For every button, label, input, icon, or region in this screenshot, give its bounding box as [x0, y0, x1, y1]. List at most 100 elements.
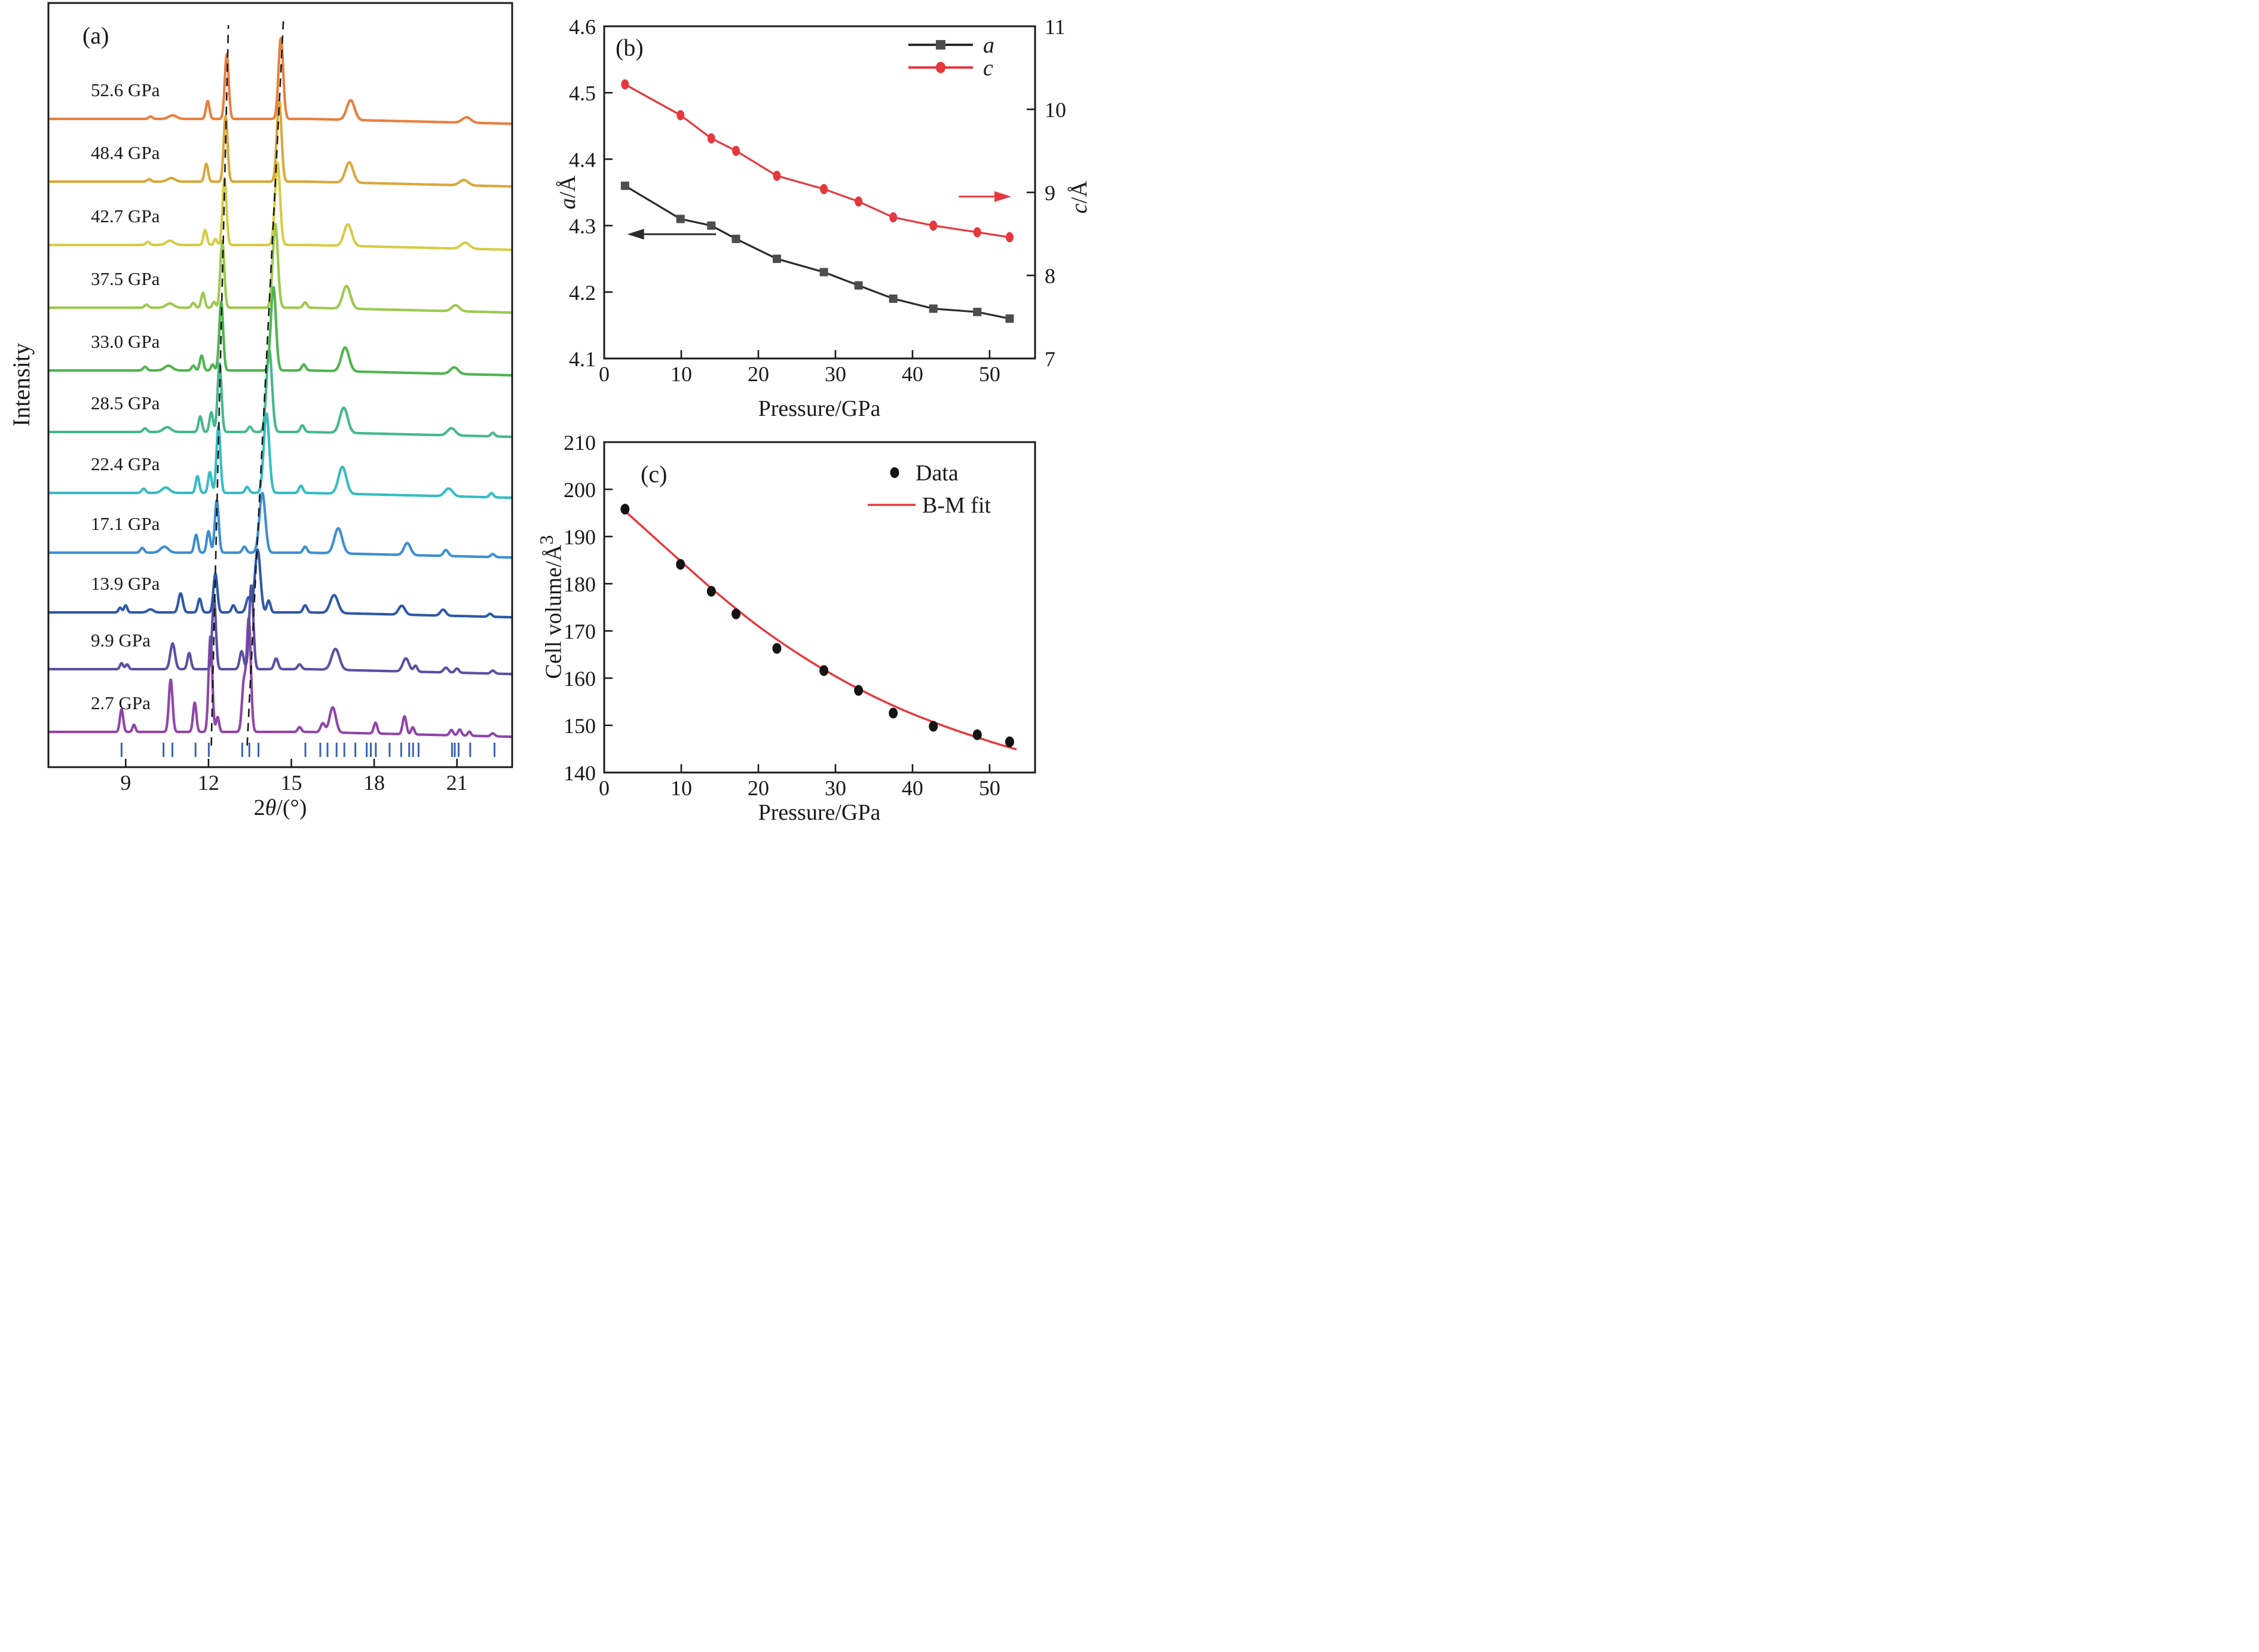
data-point	[731, 608, 741, 620]
xrd-curve	[47, 584, 513, 676]
two-theta-pre: 2	[253, 795, 265, 820]
x-tick-label: 15	[280, 771, 302, 795]
data-marker-square	[973, 308, 982, 317]
data-marker-square	[731, 234, 740, 243]
xrd-curve	[47, 492, 513, 559]
data-point	[620, 504, 630, 515]
y-tick-label-right: 9	[1045, 181, 1055, 205]
c-lattice-symbol: c	[1067, 203, 1092, 214]
legend-marker-circle	[936, 62, 945, 73]
fit-line	[624, 510, 1017, 750]
panel-b-xlabel: Pressure/GPa	[758, 396, 881, 421]
intensity-label: Intensity	[8, 343, 35, 427]
data-marker-square	[620, 181, 629, 190]
data-point	[706, 586, 716, 597]
pressure-label: 33.0 GPa	[91, 331, 160, 352]
pressure-label: 17.1 GPa	[91, 513, 160, 534]
data-point	[854, 685, 864, 696]
panel-c-xlabel: Pressure/GPa	[758, 800, 881, 825]
panel-b-ylabel-right: c/Å	[1067, 149, 1094, 245]
data-marker-circle	[1005, 232, 1014, 243]
x-tick-label: 18	[363, 771, 385, 795]
x-tick-label: 0	[599, 362, 610, 386]
data-point	[929, 721, 938, 732]
guide-line	[210, 24, 229, 746]
legend-c: Data B-M fit	[868, 461, 991, 518]
x-tick-label: 21	[446, 771, 468, 795]
y-tick-label-left: 4.6	[569, 15, 596, 39]
data-marker-square	[676, 214, 685, 223]
y-tick-label: 170	[564, 620, 596, 643]
data-marker-square	[929, 304, 938, 313]
figure: 2.7 GPa 9.9 GPa 13.9 GPa 17.1 GPa 22.4 GPa 28…	[0, 0, 1130, 826]
data-marker-circle	[973, 227, 981, 238]
y-tick-label-right: 10	[1045, 98, 1066, 122]
a-lattice-symbol: a	[555, 198, 580, 210]
data-marker-square	[889, 294, 898, 303]
panel-c-ylabel: Cell volume/Å3	[536, 452, 567, 762]
x-tick-label: 50	[979, 362, 1000, 386]
panel-b-letter: (b)	[616, 34, 644, 61]
data-marker-circle	[889, 212, 898, 223]
y-tick-label-left: 4.5	[569, 81, 596, 105]
data-point	[676, 559, 685, 570]
data-marker-circle	[773, 170, 781, 181]
y-tick-label: 150	[564, 714, 596, 738]
x-tick-label: 20	[748, 776, 769, 800]
data-marker-circle	[677, 110, 685, 121]
panel-a-xlabel: 2θ/(°)	[161, 795, 400, 821]
y-tick-label: 160	[564, 667, 596, 691]
a-lattice-unit: /Å	[555, 175, 580, 198]
xrd-curve	[47, 99, 513, 188]
legend-b: ac	[908, 33, 994, 81]
legend-label: Data	[916, 461, 959, 486]
xrd-curve	[47, 286, 513, 377]
pressure-label: 22.4 GPa	[91, 453, 160, 474]
data-marker-square	[772, 255, 781, 263]
xrd-curve	[47, 616, 513, 738]
y-tick-label-left: 4.1	[569, 347, 596, 371]
panel-b-ylabel-left: a/Å	[555, 145, 582, 240]
data-point	[1005, 736, 1014, 747]
x-tick-label: 50	[979, 776, 1000, 800]
x-tick-label: 10	[671, 362, 692, 386]
panel-a: 2.7 GPa 9.9 GPa 13.9 GPa 17.1 GPa 22.4 GPa 28…	[47, 2, 513, 795]
data-marker-square	[854, 281, 863, 290]
panel-a-ylabel: Intensity	[8, 295, 35, 474]
two-theta-post: /(°)	[276, 795, 307, 820]
x-tick-label: 0	[599, 776, 610, 800]
y-tick-label-left: 4.4	[569, 148, 596, 171]
right-arrow-icon	[994, 191, 1012, 202]
pressure-label: 37.5 GPa	[91, 268, 160, 289]
pressure-label: 9.9 GPa	[91, 630, 151, 651]
panel-b: ac 4.1 4.2 4.3 4.4 4.5 4.6 7 8 9 10 11 0 10 20 30 40 50	[569, 15, 1066, 386]
data-marker-circle	[621, 79, 629, 90]
guide-line	[246, 16, 284, 746]
panel-a-frame	[47, 2, 513, 768]
data-marker-square	[1005, 314, 1014, 323]
xrd-curve	[47, 222, 513, 314]
y-tick-label: 180	[564, 572, 596, 596]
x-tick-label: 20	[748, 362, 769, 386]
y-tick-label-left: 4.3	[569, 214, 596, 238]
legend-marker-square	[936, 40, 945, 50]
y-tick-label-right: 8	[1045, 264, 1055, 288]
data-point	[972, 729, 982, 740]
xrd-curve	[47, 412, 513, 499]
x-tick-label: 12	[198, 771, 219, 795]
xrd-curve	[47, 36, 513, 125]
panel-b-frame	[603, 25, 1036, 360]
data-marker-circle	[820, 183, 828, 194]
x-tick-label: 40	[902, 362, 923, 386]
legend-label: a	[983, 33, 994, 58]
x-tick-label: 10	[671, 776, 692, 800]
two-theta-symbol: θ	[265, 795, 277, 820]
pressure-label: 13.9 GPa	[91, 573, 160, 594]
x-tick-label: 30	[825, 776, 846, 800]
series-c-line	[625, 83, 1010, 238]
panel-c-frame	[603, 441, 1036, 774]
x-tick-label: 30	[825, 362, 846, 386]
legend-label: c	[983, 56, 993, 81]
xrd-curve	[47, 161, 513, 252]
cell-volume-label: Cell volume/Å	[541, 544, 567, 679]
